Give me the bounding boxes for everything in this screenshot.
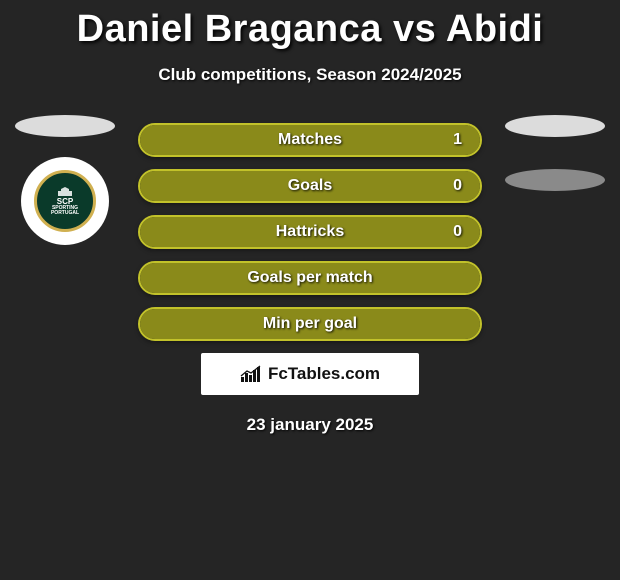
attribution-text: FcTables.com bbox=[268, 364, 380, 384]
stat-value: 0 bbox=[453, 223, 462, 241]
stat-label: Matches bbox=[278, 131, 342, 149]
page-subtitle: Club competitions, Season 2024/2025 bbox=[0, 65, 620, 85]
stat-bar-matches: Matches 1 bbox=[138, 123, 482, 157]
stat-label: Hattricks bbox=[276, 223, 344, 241]
stats-area: SCP SPORTING PORTUGAL Matches 1 Goals 0 … bbox=[0, 123, 620, 435]
player1-club-logo: SCP SPORTING PORTUGAL bbox=[21, 157, 109, 245]
stat-bar-min-per-goal: Min per goal bbox=[138, 307, 482, 341]
stat-bar-goals: Goals 0 bbox=[138, 169, 482, 203]
player2-club-oval-icon bbox=[505, 169, 605, 191]
bar-chart-icon bbox=[240, 365, 262, 383]
page-title: Daniel Braganca vs Abidi bbox=[0, 0, 620, 51]
stat-bars: Matches 1 Goals 0 Hattricks 0 Goals per … bbox=[138, 123, 482, 341]
right-avatar-column bbox=[500, 115, 610, 191]
player2-oval-icon bbox=[505, 115, 605, 137]
left-avatar-column: SCP SPORTING PORTUGAL bbox=[10, 115, 120, 245]
stat-bar-goals-per-match: Goals per match bbox=[138, 261, 482, 295]
stat-bar-hattricks: Hattricks 0 bbox=[138, 215, 482, 249]
player1-oval-icon bbox=[15, 115, 115, 137]
club-crest-icon: SCP SPORTING PORTUGAL bbox=[34, 170, 96, 232]
stat-label: Goals per match bbox=[247, 269, 372, 287]
stat-value: 1 bbox=[453, 131, 462, 149]
stat-label: Goals bbox=[288, 177, 332, 195]
stat-label: Min per goal bbox=[263, 315, 357, 333]
stat-value: 0 bbox=[453, 177, 462, 195]
date-text: 23 january 2025 bbox=[0, 415, 620, 435]
attribution-box: FcTables.com bbox=[201, 353, 419, 395]
logo-line3: PORTUGAL bbox=[51, 211, 79, 216]
